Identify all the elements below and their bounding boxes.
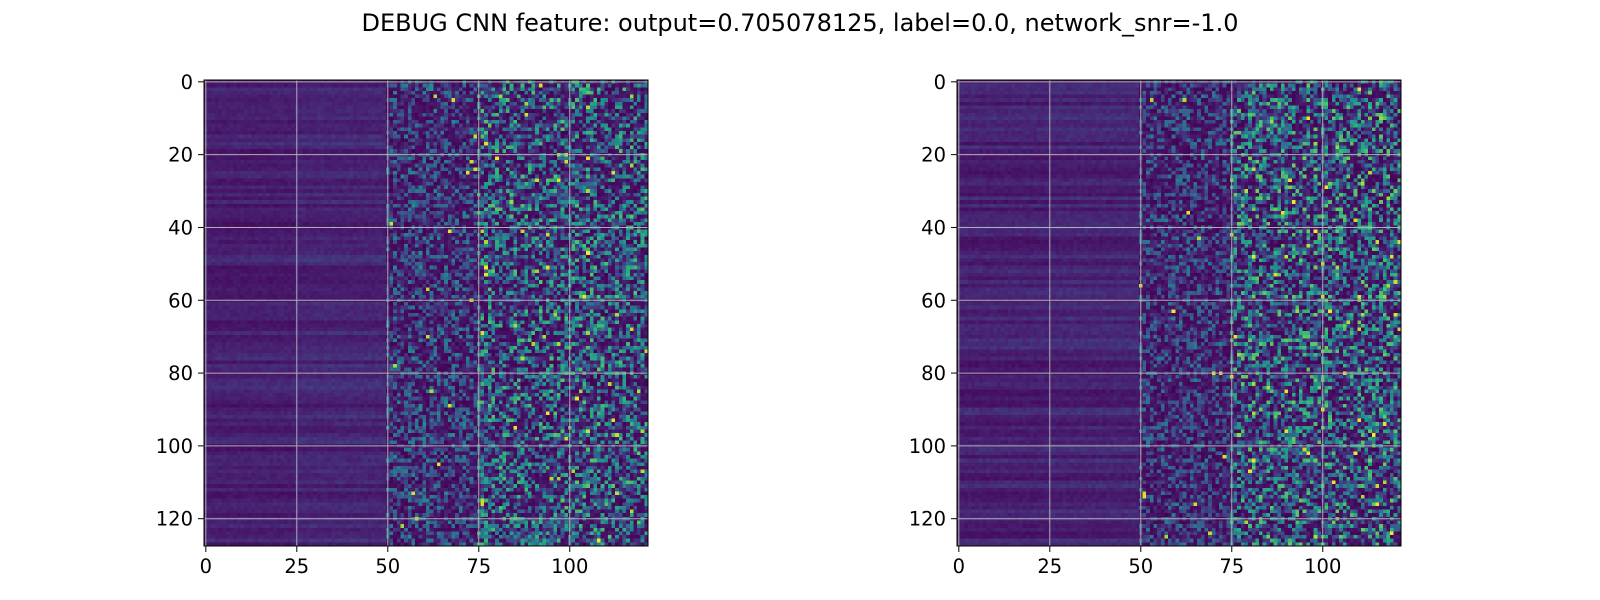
heatmap-panel-left: 0 25 50 75 100 0 20 40 60 80 100 120: [156, 71, 649, 578]
figure-title: DEBUG CNN feature: output=0.705078125, l…: [362, 9, 1239, 37]
heatmap-cells: [204, 80, 648, 546]
y-tick-label: 60: [168, 289, 193, 312]
x-tick-label: 25: [1037, 555, 1062, 578]
plot-frame: [203, 79, 649, 547]
heatmap-panel-right: 0 25 50 75 100 0 20 40 60 80 100 120: [909, 71, 1402, 578]
y-tick-label: 120: [909, 508, 946, 531]
y-tick-label: 20: [921, 144, 946, 167]
x-tick-label: 100: [551, 555, 588, 578]
y-tick-label: 40: [921, 216, 946, 239]
y-tick-label: 0: [934, 71, 946, 94]
x-tick-label: 75: [1219, 555, 1244, 578]
plot-frame: [956, 79, 1402, 547]
y-tick-label: 0: [181, 71, 193, 94]
y-tick-label: 80: [921, 362, 946, 385]
y-tick-label: 80: [168, 362, 193, 385]
y-tick-label: 120: [156, 508, 193, 531]
x-tick-label: 75: [466, 555, 491, 578]
x-tick-label: 50: [1128, 555, 1153, 578]
x-tick-label: 0: [200, 555, 212, 578]
x-tick-label: 0: [953, 555, 965, 578]
y-tick-label: 20: [168, 144, 193, 167]
y-tick-label: 60: [921, 289, 946, 312]
y-tick-label: 40: [168, 216, 193, 239]
y-tick-label: 100: [909, 435, 946, 458]
heatmap-cells: [957, 80, 1401, 546]
y-tick-label: 100: [156, 435, 193, 458]
x-tick-label: 25: [284, 555, 309, 578]
x-tick-label: 50: [375, 555, 400, 578]
x-tick-label: 100: [1304, 555, 1341, 578]
